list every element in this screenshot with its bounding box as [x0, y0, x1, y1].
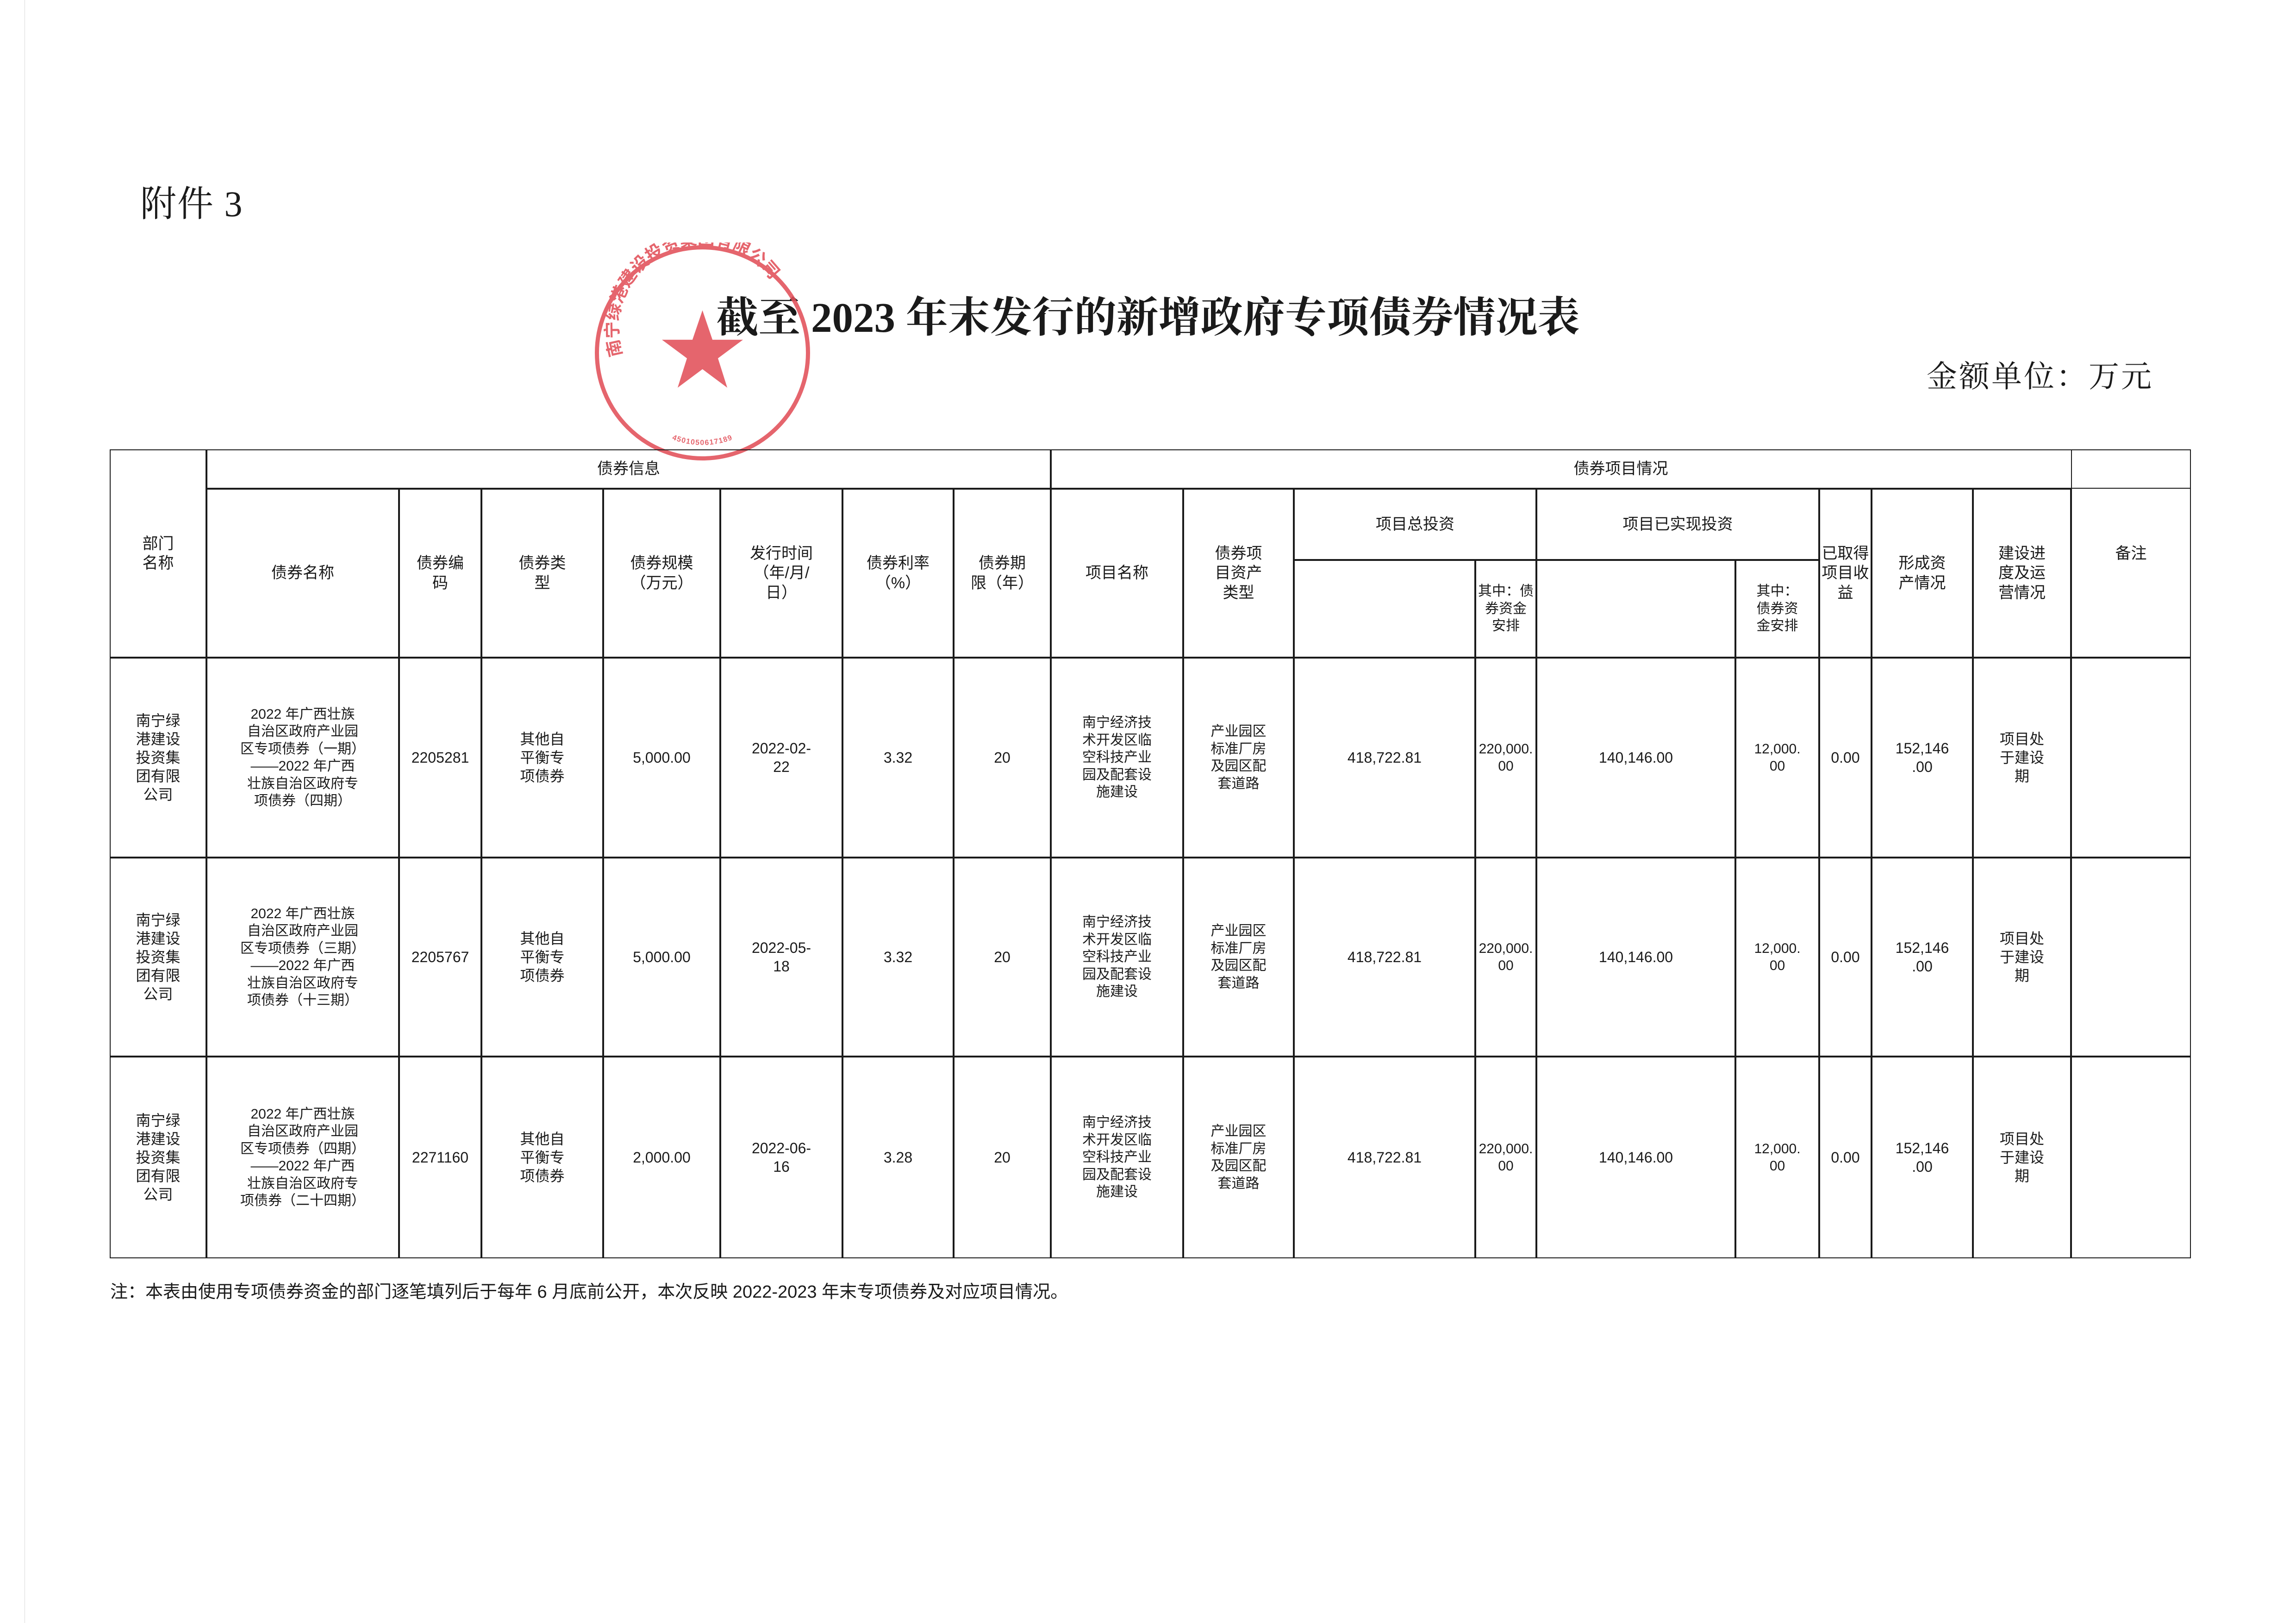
- svg-text:4501050617189: 4501050617189: [671, 434, 734, 447]
